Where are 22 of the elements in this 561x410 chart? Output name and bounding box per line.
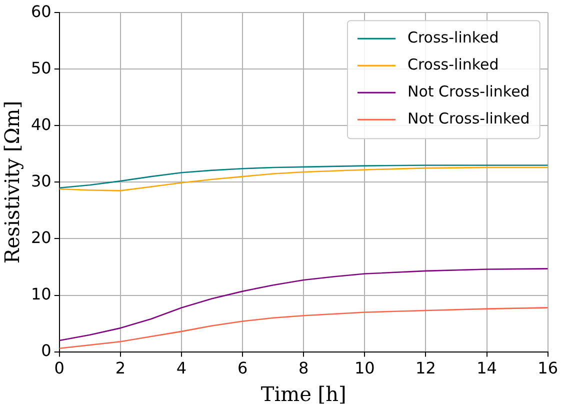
x-tick-label: 4 [176,358,187,378]
x-tick-label: 10 [354,358,375,378]
x-tick-label: 14 [476,358,497,378]
x-tick-label: 8 [298,358,309,378]
y-axis-title: Resistivity [Ωm] [0,100,24,264]
x-tick-label: 6 [237,358,248,378]
y-tick-label: 10 [31,284,52,304]
y-tick-label: 60 [31,2,52,21]
x-axis-title: Time [h] [260,382,346,406]
legend-label: Not Cross-linked [408,109,530,128]
x-tick-label: 0 [54,358,64,378]
y-tick-label: 50 [31,58,52,78]
legend-label: Not Cross-linked [408,82,530,100]
x-tick-label: 2 [115,358,126,378]
y-tick-label: 0 [41,340,52,360]
x-tick-label: 16 [538,358,558,378]
y-tick-label: 40 [31,114,52,134]
x-tick-label: 12 [416,358,436,378]
legend-label: Cross-linked [408,55,499,74]
legend-label: Cross-linked [408,28,499,46]
y-tick-label: 20 [31,228,52,247]
y-tick-label: 30 [31,171,52,190]
